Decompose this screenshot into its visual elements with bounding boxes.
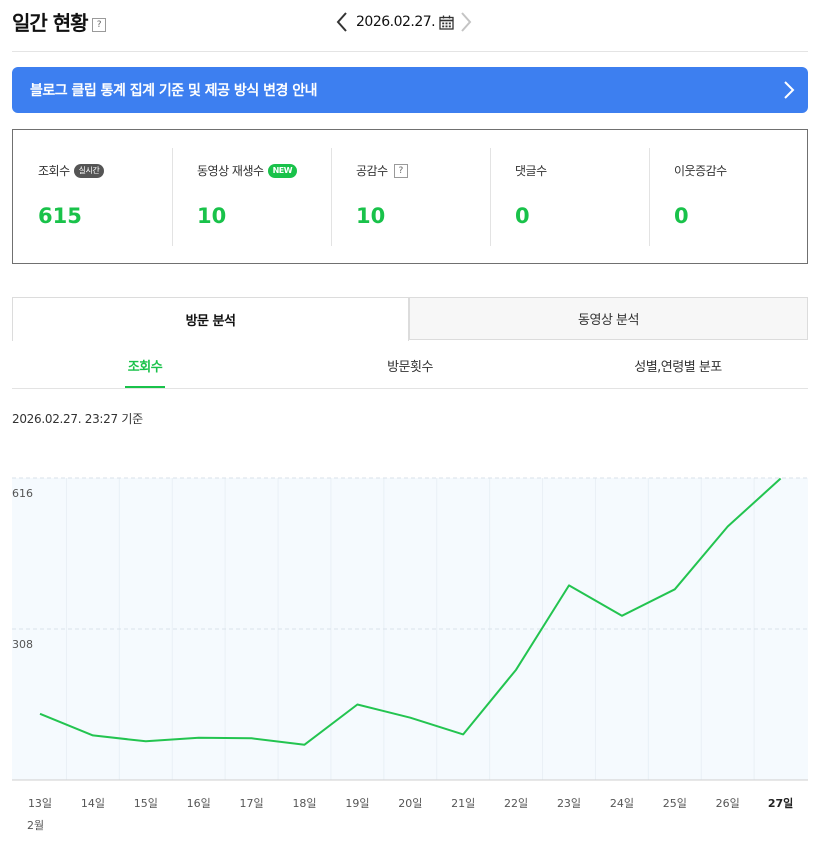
as-of-timestamp: 2026.02.27. 23:27 기준	[12, 412, 143, 426]
x-tick-label: 15일	[134, 796, 158, 810]
x-tick-label: 16일	[187, 796, 211, 810]
help-icon[interactable]: ?	[91, 17, 106, 32]
x-tick-label: 23일	[557, 796, 581, 810]
stat-divider	[331, 148, 332, 246]
month-label: 2월	[27, 819, 44, 832]
page-title-text: 일간 현황	[12, 11, 89, 35]
stats-summary: 조회수 실시간 615 동영상 재생수 NEW 10 공감수 ? 10 댓글수 …	[12, 129, 808, 264]
current-date: 2026.02.27.	[356, 14, 436, 30]
help-icon[interactable]: ?	[393, 163, 408, 178]
stat-video-plays-label-text: 동영상 재생수	[197, 164, 264, 178]
stat-likes-value: 10	[356, 204, 386, 228]
notice-banner[interactable]: 블로그 클립 통계 집계 기준 및 제공 방식 변경 안내	[12, 67, 808, 113]
tab-visit-analysis[interactable]: 방문 분석	[12, 297, 409, 341]
stat-views-label: 조회수 실시간	[38, 162, 105, 179]
views-series-line	[39, 477, 782, 746]
stat-video-plays-label: 동영상 재생수 NEW	[197, 162, 298, 179]
stat-video-plays: 동영상 재생수 NEW 10	[172, 130, 331, 263]
stat-neighbors: 이웃증감수 0	[649, 130, 808, 263]
prev-date-button[interactable]	[334, 10, 350, 34]
subtab-views[interactable]: 조회수	[105, 344, 185, 388]
x-tick-label: 24일	[610, 796, 634, 810]
stat-views-value: 615	[38, 204, 82, 228]
stat-comments-label: 댓글수	[515, 164, 547, 178]
sub-tabs: 조회수 방문횟수 성별,연령별 분포	[12, 344, 808, 389]
x-axis-ticks: 13일 14일 15일 16일 17일 18일 19일 20일 21일 22일 23일 24일 25일 2…	[28, 796, 793, 810]
stat-comments-value: 0	[515, 204, 530, 228]
date-navigator: 2026.02.27.	[334, 9, 474, 35]
header: 일간 현황? 2026.02.27.	[0, 0, 827, 52]
stat-video-plays-value: 10	[197, 204, 227, 228]
chart-plot-area	[12, 478, 808, 780]
analysis-tabs: 방문 분석 동영상 분석	[12, 297, 808, 341]
stat-divider	[490, 148, 491, 246]
x-tick-label: 13일	[28, 796, 52, 810]
notice-banner-text: 블로그 클립 통계 집계 기준 및 제공 방식 변경 안내	[30, 83, 317, 99]
x-tick-label: 20일	[398, 796, 422, 810]
views-chart: 308 616 13일 14일 15일 16일 17일 18일 19일 20일 21일 22일 23일…	[0, 460, 827, 840]
stat-views: 조회수 실시간 615	[13, 130, 172, 263]
stat-comments: 댓글수 0	[490, 130, 649, 263]
x-tick-label: 26일	[716, 796, 740, 810]
calendar-icon[interactable]	[439, 15, 454, 30]
stat-divider	[172, 148, 173, 246]
subtab-demographics[interactable]: 성별,연령별 분포	[634, 360, 722, 375]
views-chart-svg: 308 616 13일 14일 15일 16일 17일 18일 19일 20일 21일 22일 23일…	[12, 477, 808, 832]
y-axis-ticks: 308 616	[12, 487, 33, 651]
new-badge: NEW	[267, 163, 298, 178]
chevron-left-icon	[336, 12, 347, 32]
page-title: 일간 현황?	[12, 7, 106, 36]
realtime-badge: 실시간	[73, 163, 105, 178]
x-tick-label: 19일	[345, 796, 369, 810]
x-tick-label: 18일	[292, 796, 316, 810]
chevron-right-icon	[784, 81, 795, 99]
stat-divider	[649, 148, 650, 246]
x-tick-label: 21일	[451, 796, 475, 810]
x-tick-label: 22일	[504, 796, 528, 810]
y-tick-label: 616	[12, 487, 33, 500]
next-date-button[interactable]	[458, 10, 474, 34]
stat-likes-label-text: 공감수	[356, 164, 388, 178]
y-tick-label: 308	[12, 638, 33, 651]
stat-likes: 공감수 ? 10	[331, 130, 490, 263]
subtab-visits[interactable]: 방문횟수	[387, 360, 433, 375]
stat-views-label-text: 조회수	[38, 164, 70, 178]
tab-video-analysis[interactable]: 동영상 분석	[409, 297, 808, 340]
x-tick-label: 27일	[768, 796, 793, 810]
chevron-right-icon	[461, 12, 472, 32]
stat-neighbors-label: 이웃증감수	[674, 164, 727, 178]
header-divider	[12, 51, 808, 52]
x-tick-label: 17일	[240, 796, 264, 810]
x-tick-label: 14일	[81, 796, 105, 810]
x-tick-label: 25일	[663, 796, 687, 810]
stat-likes-label: 공감수 ?	[356, 162, 408, 179]
stat-neighbors-value: 0	[674, 204, 689, 228]
